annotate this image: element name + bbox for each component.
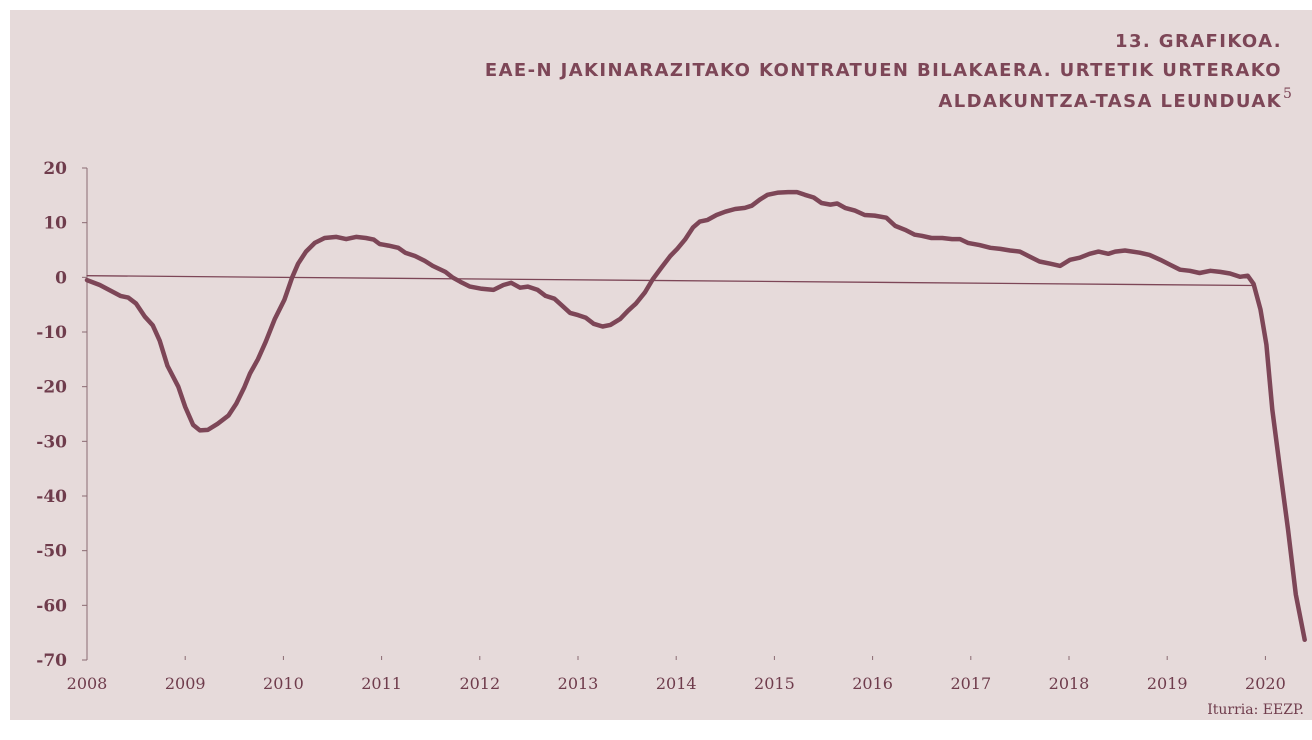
y-tick-label: -30 bbox=[36, 432, 67, 452]
y-tick-label: 0 bbox=[55, 268, 67, 288]
x-tick-label: 2008 bbox=[67, 674, 108, 693]
x-tick-label: 2017 bbox=[950, 674, 991, 693]
trend-line bbox=[86, 275, 1256, 287]
y-tick-label: 20 bbox=[43, 159, 67, 179]
y-tick-label: -10 bbox=[36, 323, 67, 343]
title-note: 5 bbox=[1283, 86, 1292, 102]
y-tick-label: -50 bbox=[36, 542, 67, 562]
chart-title: 13. GRAFIKOA. bbox=[1115, 31, 1282, 52]
y-tick-label: -40 bbox=[36, 487, 67, 507]
source: Iturria: EEZP. bbox=[1207, 702, 1304, 718]
x-tick-label: 2019 bbox=[1147, 674, 1188, 693]
x-tick-label: 2009 bbox=[165, 674, 206, 693]
chart-title: EAE-N JAKINARAZITAKO KONTRATUEN BILAKAER… bbox=[485, 60, 1282, 81]
y-tick-label: -20 bbox=[36, 378, 67, 398]
x-tick-label: 2016 bbox=[852, 674, 893, 693]
background bbox=[10, 10, 1312, 720]
x-tick-label: 2020 bbox=[1245, 674, 1286, 693]
x-tick-label: 2011 bbox=[361, 674, 402, 693]
y-tick-label: -70 bbox=[36, 651, 67, 671]
chart-title: ALDAKUNTZA-TASA LEUNDUAK bbox=[938, 91, 1282, 112]
x-tick-label: 2010 bbox=[263, 674, 304, 693]
y-tick-label: -60 bbox=[36, 596, 67, 616]
x-tick-label: 2015 bbox=[754, 674, 795, 693]
x-tick-label: 2018 bbox=[1049, 674, 1090, 693]
x-tick-label: 2014 bbox=[656, 674, 697, 693]
x-tick-label: 2013 bbox=[558, 674, 599, 693]
data-line bbox=[84, 189, 1307, 643]
x-tick-label: 2012 bbox=[459, 674, 500, 693]
y-tick-label: 10 bbox=[43, 214, 67, 234]
